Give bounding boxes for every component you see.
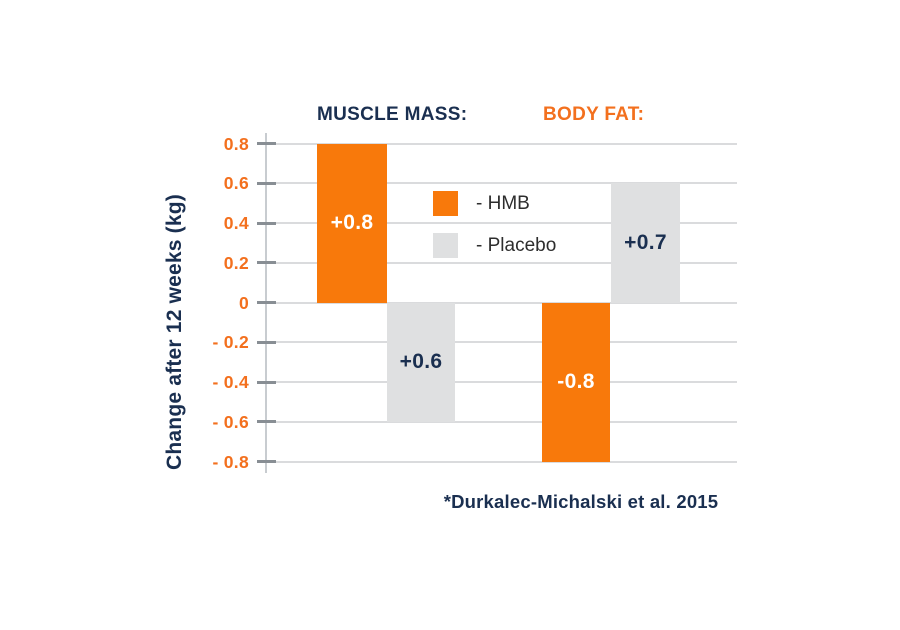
y-tick-label: 0.6 [223,173,249,194]
muscle-mass-title: MUSCLE MASS: [317,104,468,125]
y-tick-mark [257,261,276,265]
gridline--0.2 [266,341,737,344]
legend-label-placebo: - Placebo [476,235,557,256]
y-tick-label: 0.2 [223,252,249,273]
gridline-0.8 [266,142,737,145]
y-tick-label: - 0.8 [212,451,249,472]
y-tick-label: - 0.4 [212,372,249,392]
hmb-swatch-icon [433,191,458,216]
bar-value-label: -0.8 [557,370,595,393]
gridline--0.8 [266,460,737,463]
placebo-swatch-icon [433,233,458,258]
gridline--0.6 [266,420,737,423]
gridline--0.4 [266,381,737,383]
legend-label-hmb: - HMB [476,193,530,214]
y-tick-mark [257,460,276,463]
y-tick-label: 0.8 [223,133,249,154]
bar-value-label: +0.8 [330,211,374,234]
y-tick-mark [257,181,276,185]
y-tick-label: - 0.2 [212,332,249,353]
body-fat-title: BODY FAT: [543,104,645,125]
y-tick-label: - 0.6 [212,411,249,432]
y-tick-mark [257,420,276,424]
y-tick-label: 0.4 [223,213,249,233]
bar-body-fat-placebo: +0.7 [611,183,680,303]
y-tick-mark [257,142,276,145]
y-tick-mark [257,380,276,384]
bar-value-label: +0.7 [624,230,667,254]
y-tick-mark [257,221,276,225]
y-tick-mark [257,301,276,304]
y-tick-label: 0 [238,292,249,313]
bar-muscle-mass-hmb: +0.8 [317,143,387,303]
gridline-0.6 [266,182,737,185]
bar-body-fat-hmb: -0.8 [542,302,610,462]
bar-muscle-mass-placebo: +0.6 [387,302,455,422]
gridline-0 [266,301,737,304]
attribution-text: *Durkalec-Michalski et al. 2015 [443,491,719,512]
gridline-0.2 [266,261,737,264]
bar-value-label: +0.6 [399,350,443,374]
y-tick-mark [257,340,276,344]
gridline-0.4 [266,222,737,224]
